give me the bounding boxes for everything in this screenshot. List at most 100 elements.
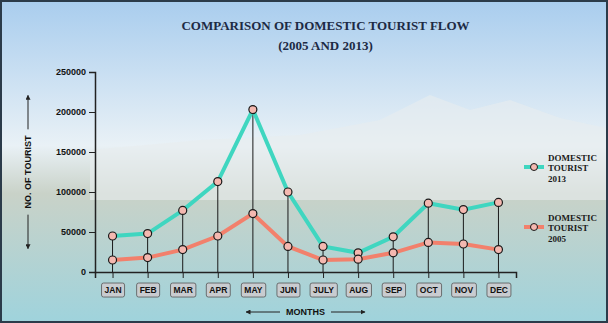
x-tick-box xyxy=(487,283,511,297)
y-axis-line xyxy=(89,73,96,273)
x-tick: JULY xyxy=(310,272,337,297)
legend-marker xyxy=(531,164,538,171)
legend-label: DOMESTICTOURIST2013 xyxy=(548,153,597,184)
series-point xyxy=(459,206,467,214)
y-title-arrow xyxy=(28,215,29,249)
y-tick-mark xyxy=(89,152,95,153)
x-tick-mark xyxy=(183,272,184,278)
series-point xyxy=(109,232,117,240)
x-tick-label: NOV xyxy=(455,285,474,295)
series-point xyxy=(214,178,222,186)
x-tick: OCT xyxy=(417,272,442,297)
legend-marker xyxy=(531,224,538,231)
x-tick-mark xyxy=(358,272,359,278)
title: COMPARISON OF DOMESTIC TOURIST FLOW xyxy=(181,18,469,33)
x-tick-mark xyxy=(463,272,464,278)
y-tick-label: 150000 xyxy=(56,147,86,157)
plot-area xyxy=(109,106,503,272)
series-line xyxy=(113,110,499,253)
y-axis: 0 50000 100000 150000 200000 250000 xyxy=(56,67,96,277)
series-point xyxy=(494,198,502,206)
x-tick-label: SEP xyxy=(385,285,402,295)
x-tick: AUG xyxy=(346,272,371,297)
y-tick-mark xyxy=(89,232,95,233)
y-tick-mark xyxy=(89,272,95,273)
x-tick: MAR xyxy=(171,272,196,297)
x-tick-mark xyxy=(323,272,324,278)
drop-line xyxy=(182,210,183,272)
y-title-arrow xyxy=(28,95,29,129)
x-tick-box xyxy=(241,283,265,297)
series-point xyxy=(249,106,257,114)
legend-label: DOMESTICTOURIST2005 xyxy=(548,213,597,244)
x-tick: NOV xyxy=(452,272,477,297)
drop-line xyxy=(217,182,218,272)
drop-line xyxy=(112,236,113,272)
series-point xyxy=(179,246,187,254)
drop-line xyxy=(252,110,253,272)
x-axis-line xyxy=(96,273,517,279)
y-tick: 150000 xyxy=(56,147,95,157)
x-tick-label: FEB xyxy=(140,285,157,295)
x-tick-box xyxy=(171,283,196,297)
series-point xyxy=(214,232,222,240)
series-point xyxy=(319,256,327,264)
series-point xyxy=(424,238,432,246)
x-tick: MAY xyxy=(241,272,265,297)
legend: DOMESTICTOURIST2013 DOMESTICTOURIST2005 xyxy=(524,153,597,244)
x-tick-mark xyxy=(498,272,499,278)
x-tick: FEB xyxy=(137,272,160,297)
x-tick-label: APR xyxy=(209,285,227,295)
x-tick-box xyxy=(206,283,230,297)
series-point xyxy=(179,206,187,214)
y-tick: 50000 xyxy=(61,227,95,237)
legend-item: DOMESTICTOURIST2013 xyxy=(524,153,597,184)
background xyxy=(1,1,607,322)
drop-line xyxy=(498,202,499,272)
y-tick-mark xyxy=(89,112,95,113)
x-title-arrow xyxy=(246,312,280,313)
series-point xyxy=(319,242,327,250)
x-tick-box xyxy=(452,283,477,297)
y-axis-title: NO. OF TOURIST xyxy=(23,135,33,208)
x-tick-label: MAR xyxy=(174,285,193,295)
x-tick-box xyxy=(382,283,405,297)
x-tick-label: AUG xyxy=(349,285,368,295)
x-tick-mark xyxy=(428,272,429,278)
series-point xyxy=(109,256,117,264)
x-tick-label: OCT xyxy=(420,285,439,295)
x-tick: APR xyxy=(206,272,230,297)
y-tick-label: 50000 xyxy=(61,227,86,237)
drop-line xyxy=(147,234,148,272)
x-tick: SEP xyxy=(382,272,405,297)
x-tick-mark xyxy=(218,272,219,278)
x-tick-mark xyxy=(253,272,254,278)
series-point xyxy=(424,199,432,207)
series-point xyxy=(459,240,467,248)
series-line xyxy=(113,214,499,260)
series-point xyxy=(389,233,397,241)
series-point xyxy=(389,249,397,257)
y-tick-label: 250000 xyxy=(56,67,86,77)
x-tick-label: JUN xyxy=(280,285,297,295)
x-tick-label: DEC xyxy=(490,285,508,295)
x-tick: JUN xyxy=(277,272,300,297)
series-point xyxy=(144,230,152,238)
y-tick: 250000 xyxy=(56,67,95,77)
x-title-arrow xyxy=(331,312,365,313)
x-tick: DEC xyxy=(487,272,511,297)
x-tick-mark xyxy=(393,272,394,278)
legend-item: DOMESTICTOURIST2005 xyxy=(524,213,597,244)
y-tick-mark xyxy=(89,192,95,193)
y-tick: 0 xyxy=(81,267,95,277)
y-tick: 200000 xyxy=(56,107,95,117)
x-tick-box xyxy=(102,283,125,297)
series-point xyxy=(354,255,362,263)
subtitle: (2005 AND 2013) xyxy=(278,38,373,53)
x-tick-mark xyxy=(148,272,149,278)
series-point xyxy=(284,242,292,250)
x-tick-label: MAY xyxy=(244,285,262,295)
x-tick-mark xyxy=(113,272,114,278)
drop-line xyxy=(428,203,429,272)
y-tick: 100000 xyxy=(56,187,95,197)
